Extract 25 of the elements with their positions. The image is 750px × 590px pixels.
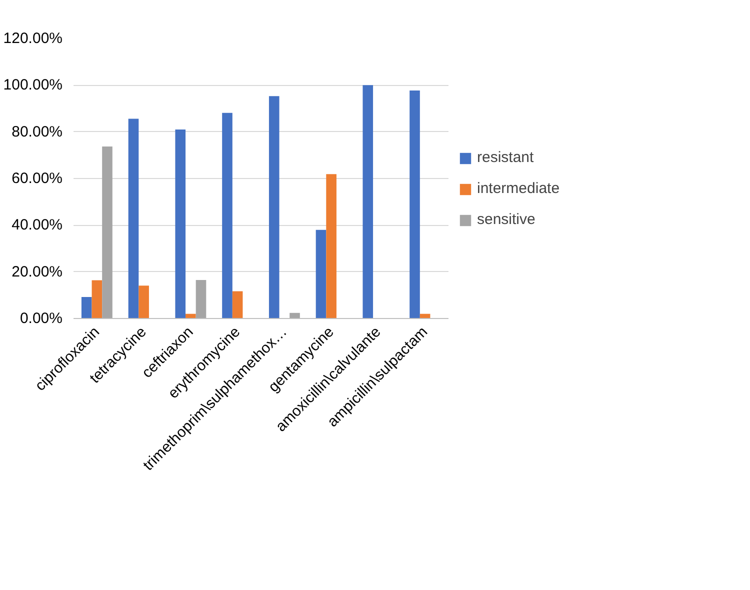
y-tick-label: 100.00% xyxy=(3,76,62,94)
y-tick-label: 20.00% xyxy=(12,263,62,280)
bar xyxy=(232,291,243,318)
bar xyxy=(92,280,102,318)
bar xyxy=(290,312,300,318)
y-tick-label: 0.00% xyxy=(20,310,63,327)
bar xyxy=(128,118,139,318)
bar xyxy=(222,112,232,318)
legend-label: intermediate xyxy=(477,180,560,197)
bar xyxy=(175,130,186,318)
bar xyxy=(196,280,206,318)
legend-label: sensitive xyxy=(477,211,536,228)
y-tick-label: 40.00% xyxy=(12,216,62,234)
bar xyxy=(326,174,336,318)
y-tick-label: 120.00% xyxy=(3,30,62,47)
bar xyxy=(102,146,112,318)
legend-label: resistant xyxy=(477,149,534,166)
bar xyxy=(362,85,374,318)
bar xyxy=(268,96,280,318)
bar xyxy=(138,286,149,318)
y-tick-label: 60.00% xyxy=(12,170,62,187)
y-tick-label: 80.00% xyxy=(12,123,62,140)
bar xyxy=(410,90,420,318)
bar xyxy=(316,230,326,318)
bar xyxy=(81,297,92,318)
